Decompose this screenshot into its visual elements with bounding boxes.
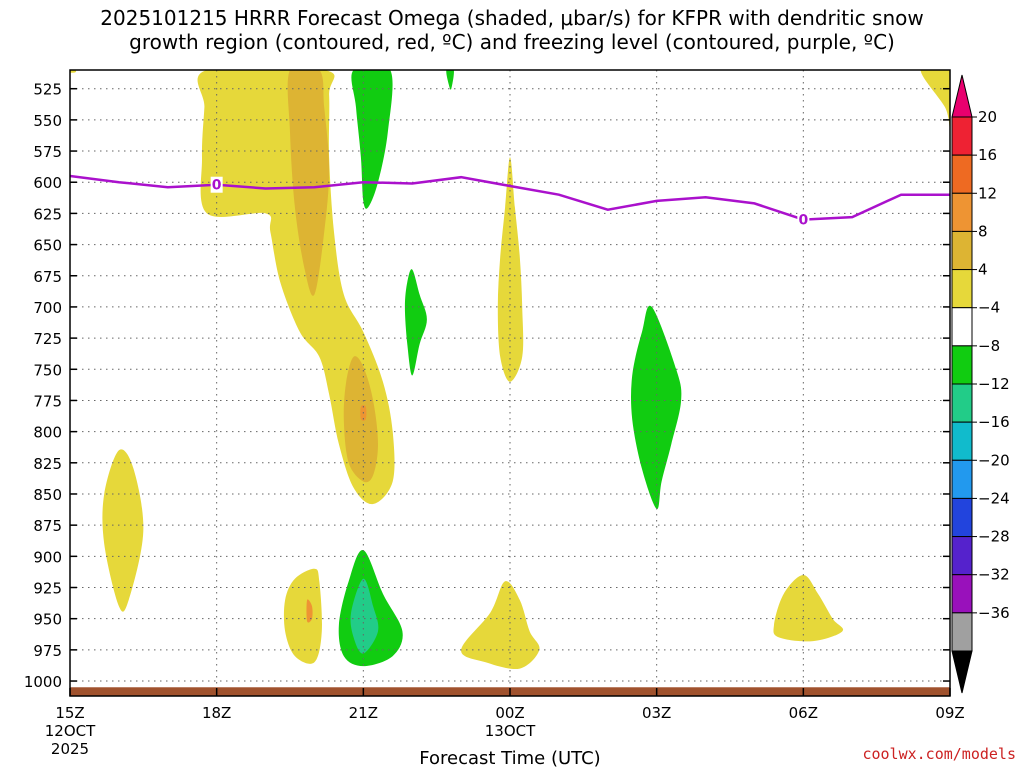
x-axis-label: Forecast Time (UTC) — [419, 748, 600, 768]
x-tick-label-06Z: 06Z — [789, 704, 818, 722]
colorbar-top-arrow — [951, 74, 973, 118]
colorbar-label-4: 4 — [978, 261, 988, 279]
colorbar-label-5: −4 — [978, 299, 1000, 317]
shaded-omega-layer — [70, 70, 950, 670]
freezing-label-0: 0 — [212, 178, 222, 194]
x-tick-label-00Z: 00Z — [495, 704, 524, 722]
colorbar-label-10: −24 — [978, 489, 1010, 507]
chart-title: 2025101215 HRRR Forecast Omega (shaded, … — [0, 6, 1024, 54]
colorbar-label-0: 20 — [978, 108, 997, 126]
x-tick-label-15Z: 15Z — [55, 704, 84, 722]
freezing-level-layer: 00 — [70, 174, 950, 229]
colorbar-bin-3 — [951, 230, 973, 271]
colorbar-label-6: −8 — [978, 337, 1000, 355]
omega-region-10 — [773, 575, 844, 642]
y-tick-label-775: 775 — [33, 392, 62, 410]
x-tick-label-21Z: 21Z — [349, 704, 378, 722]
y-tick-label-925: 925 — [33, 580, 62, 598]
colorbar-label-2: 12 — [978, 184, 997, 202]
y-tick-label-950: 950 — [33, 611, 62, 629]
freezing-label-bg-1 — [797, 211, 810, 228]
x-tick-date-0: 12OCT — [45, 722, 96, 740]
freezing-label-1: 0 — [798, 213, 808, 229]
omega-region-7 — [306, 599, 313, 623]
colorbar-label-12: −32 — [978, 566, 1010, 584]
colorbar-bin-6 — [951, 345, 973, 385]
colorbar-bin-1 — [951, 154, 973, 194]
omega-region-9 — [461, 581, 540, 670]
y-tick-label-700: 700 — [33, 299, 62, 317]
credit-text: coolwx.com/models — [862, 745, 1016, 763]
colorbar-label-8: −16 — [978, 413, 1010, 431]
x-tick-label-09Z: 09Z — [935, 704, 964, 722]
colorbar-bin-7 — [951, 383, 973, 423]
omega-region-12 — [351, 70, 393, 209]
y-tick-label-650: 650 — [33, 237, 62, 255]
colorbar-label-13: −36 — [978, 604, 1010, 622]
colorbar-bin-9 — [951, 459, 973, 499]
x-tick-label-18Z: 18Z — [202, 704, 231, 722]
y-axis: 525 550 575 600 625 650 675 700 725 750 775 800 825 8… — [24, 81, 950, 691]
omega-region-14 — [404, 269, 427, 376]
colorbar-bin-10 — [951, 497, 973, 538]
colorbar-label-11: −28 — [978, 528, 1010, 546]
chart-title-line1: 2025101215 HRRR Forecast Omega (shaded, … — [100, 6, 924, 30]
freezing-label-bg-0 — [210, 176, 223, 193]
gridlines — [70, 70, 950, 696]
omega-region-6 — [283, 568, 322, 664]
omega-region-3 — [343, 356, 378, 483]
y-tick-label-725: 725 — [33, 330, 62, 348]
y-tick-label-600: 600 — [33, 174, 62, 192]
y-tick-label-825: 825 — [33, 455, 62, 473]
colorbar-label-1: 16 — [978, 146, 997, 164]
y-tick-label-575: 575 — [33, 143, 62, 161]
colorbar-bottom-arrow — [951, 650, 973, 694]
colorbar-bin-12 — [951, 574, 973, 614]
omega-region-5 — [102, 449, 144, 612]
colorbar-label-3: 8 — [978, 222, 988, 240]
y-tick-label-1000: 1000 — [24, 673, 62, 691]
y-tick-label-525: 525 — [33, 81, 62, 99]
colorbar: 20 16 12 8 4 −4 −8 −12 −16 −20 −24 −28 −32 −36 — [951, 74, 1010, 694]
y-tick-label-675: 675 — [33, 268, 62, 286]
y-tick-label-850: 850 — [33, 486, 62, 504]
x-tick-year-0: 2025 — [51, 740, 89, 758]
omega-region-17 — [350, 578, 379, 654]
y-tick-label-800: 800 — [33, 424, 62, 442]
colorbar-bin-5 — [951, 307, 973, 347]
omega-region-13 — [446, 70, 454, 90]
colorbar-label-9: −20 — [978, 451, 1010, 469]
y-tick-label-900: 900 — [33, 548, 62, 566]
x-tick-date-3: 13OCT — [485, 722, 536, 740]
y-tick-label-750: 750 — [33, 361, 62, 379]
colorbar-bin-4 — [951, 269, 973, 309]
y-tick-label-975: 975 — [33, 642, 62, 660]
y-tick-label-550: 550 — [33, 112, 62, 130]
y-tick-label-875: 875 — [33, 517, 62, 535]
colorbar-bin-13 — [951, 612, 973, 652]
colorbar-bin-2 — [951, 192, 973, 232]
omega-region-2 — [287, 70, 330, 296]
omega-region-11 — [920, 70, 950, 128]
x-tick-label-03Z: 03Z — [642, 704, 671, 722]
colorbar-bin-8 — [951, 421, 973, 461]
colorbar-label-7: −12 — [978, 375, 1010, 393]
colorbar-bin-0 — [951, 116, 973, 156]
colorbar-bin-11 — [951, 536, 973, 576]
omega-region-8 — [497, 157, 524, 382]
y-tick-label-625: 625 — [33, 205, 62, 223]
chart-title-line2: growth region (contoured, red, ºC) and f… — [129, 30, 895, 54]
